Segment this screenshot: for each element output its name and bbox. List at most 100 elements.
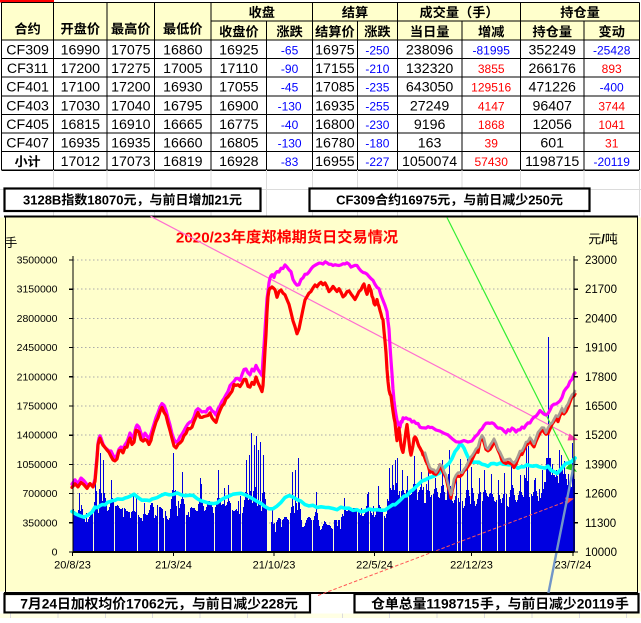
svg-text:-130: -130 xyxy=(278,99,302,113)
svg-text:18070: 18070 xyxy=(87,192,123,207)
svg-text:22/5/24: 22/5/24 xyxy=(356,560,393,572)
svg-text:1050074: 1050074 xyxy=(402,154,457,170)
svg-text:16955: 16955 xyxy=(315,154,355,170)
svg-text:17075: 17075 xyxy=(111,43,151,59)
svg-text:16935: 16935 xyxy=(315,98,355,114)
svg-text:601: 601 xyxy=(540,136,564,152)
svg-text:16975: 16975 xyxy=(315,43,355,59)
svg-text:2450000: 2450000 xyxy=(17,342,58,354)
svg-text:16805: 16805 xyxy=(219,136,259,152)
svg-text:20/8/23: 20/8/23 xyxy=(54,560,91,572)
svg-text:1198715: 1198715 xyxy=(426,597,479,612)
svg-text:-40: -40 xyxy=(281,118,299,132)
svg-text:27249: 27249 xyxy=(410,98,450,114)
svg-text:19100: 19100 xyxy=(585,343,617,355)
svg-text:13900: 13900 xyxy=(585,459,617,471)
svg-text:CF407: CF407 xyxy=(6,136,49,152)
svg-text:132320: 132320 xyxy=(406,61,453,77)
svg-text:-400: -400 xyxy=(600,81,624,95)
svg-text:CF403: CF403 xyxy=(6,98,49,114)
svg-text:CF309: CF309 xyxy=(336,192,375,207)
svg-text:-83: -83 xyxy=(281,155,299,169)
svg-text:228: 228 xyxy=(261,597,284,612)
svg-text:10000: 10000 xyxy=(585,547,617,559)
svg-text:21/3/24: 21/3/24 xyxy=(155,560,192,572)
svg-text:20119: 20119 xyxy=(577,597,615,612)
svg-text:-255: -255 xyxy=(365,99,389,113)
svg-text:16815: 16815 xyxy=(61,117,101,133)
svg-text:-235: -235 xyxy=(365,81,389,95)
svg-text:266176: 266176 xyxy=(529,61,576,77)
svg-text:16928: 16928 xyxy=(219,154,259,170)
svg-text:23/7/24: 23/7/24 xyxy=(555,560,592,572)
svg-text:16775: 16775 xyxy=(219,117,259,133)
svg-text:11300: 11300 xyxy=(585,518,616,530)
svg-text:2800000: 2800000 xyxy=(17,313,58,325)
svg-text:17030: 17030 xyxy=(61,98,101,114)
svg-text:CF401: CF401 xyxy=(6,80,49,96)
svg-text:17155: 17155 xyxy=(315,61,355,77)
svg-text:3744: 3744 xyxy=(598,99,625,113)
svg-text:96407: 96407 xyxy=(532,98,572,114)
svg-text:CF405: CF405 xyxy=(6,117,49,133)
svg-text:16935: 16935 xyxy=(111,136,151,152)
svg-text:16665: 16665 xyxy=(163,117,203,133)
svg-text:21: 21 xyxy=(215,192,229,207)
svg-text:-90: -90 xyxy=(281,62,299,76)
svg-text:16935: 16935 xyxy=(61,136,101,152)
svg-text:1400000: 1400000 xyxy=(17,430,58,442)
svg-text:17085: 17085 xyxy=(315,80,355,96)
svg-text:16860: 16860 xyxy=(163,43,203,59)
svg-text:CF309: CF309 xyxy=(6,43,49,59)
svg-text:1041: 1041 xyxy=(598,118,625,132)
svg-text:17073: 17073 xyxy=(111,154,151,170)
svg-text:350000: 350000 xyxy=(22,517,57,529)
svg-text:17005: 17005 xyxy=(163,61,203,77)
svg-text:0: 0 xyxy=(52,547,58,559)
svg-text:16660: 16660 xyxy=(163,136,203,152)
svg-text:163: 163 xyxy=(418,136,442,152)
svg-text:/: / xyxy=(601,232,605,247)
svg-text:17040: 17040 xyxy=(111,98,151,114)
svg-text:16780: 16780 xyxy=(315,136,355,152)
svg-text:4147: 4147 xyxy=(478,99,505,113)
svg-text:3150000: 3150000 xyxy=(17,284,58,296)
svg-text:1868: 1868 xyxy=(478,118,505,132)
svg-text:-227: -227 xyxy=(365,155,389,169)
svg-text:16819: 16819 xyxy=(163,154,203,170)
svg-text:20400: 20400 xyxy=(585,313,617,325)
svg-text:1198715: 1198715 xyxy=(525,154,579,170)
svg-text:-65: -65 xyxy=(281,44,299,58)
svg-text:16795: 16795 xyxy=(163,98,203,114)
svg-text:238096: 238096 xyxy=(406,43,453,59)
svg-text:1750000: 1750000 xyxy=(17,401,58,413)
svg-text:16500: 16500 xyxy=(585,401,617,413)
svg-text:9196: 9196 xyxy=(414,117,446,133)
svg-text:23000: 23000 xyxy=(585,255,617,267)
svg-text:24: 24 xyxy=(42,597,58,612)
svg-text:700000: 700000 xyxy=(22,488,57,500)
svg-text:16900: 16900 xyxy=(219,98,259,114)
svg-text:-230: -230 xyxy=(365,118,389,132)
svg-text:16925: 16925 xyxy=(219,43,259,59)
svg-text:3500000: 3500000 xyxy=(17,255,58,267)
svg-text:17800: 17800 xyxy=(585,372,617,384)
svg-text:2100000: 2100000 xyxy=(17,371,58,383)
svg-text:CF311: CF311 xyxy=(7,61,49,77)
svg-text:16800: 16800 xyxy=(315,117,355,133)
svg-text:643050: 643050 xyxy=(406,80,453,96)
svg-text:471226: 471226 xyxy=(529,80,576,96)
svg-text:16910: 16910 xyxy=(111,117,151,133)
svg-text:-210: -210 xyxy=(365,62,389,76)
svg-text:352249: 352249 xyxy=(529,43,576,59)
svg-text:57430: 57430 xyxy=(475,155,509,169)
svg-text:893: 893 xyxy=(602,62,622,76)
svg-text:1050000: 1050000 xyxy=(17,459,58,471)
svg-text:21700: 21700 xyxy=(585,284,617,296)
svg-text:3855: 3855 xyxy=(478,62,505,76)
svg-text:17200: 17200 xyxy=(61,61,101,77)
svg-text:12056: 12056 xyxy=(532,117,572,133)
svg-text:17100: 17100 xyxy=(61,80,101,96)
svg-text:22/12/23: 22/12/23 xyxy=(450,560,493,572)
svg-text:17110: 17110 xyxy=(220,61,259,77)
